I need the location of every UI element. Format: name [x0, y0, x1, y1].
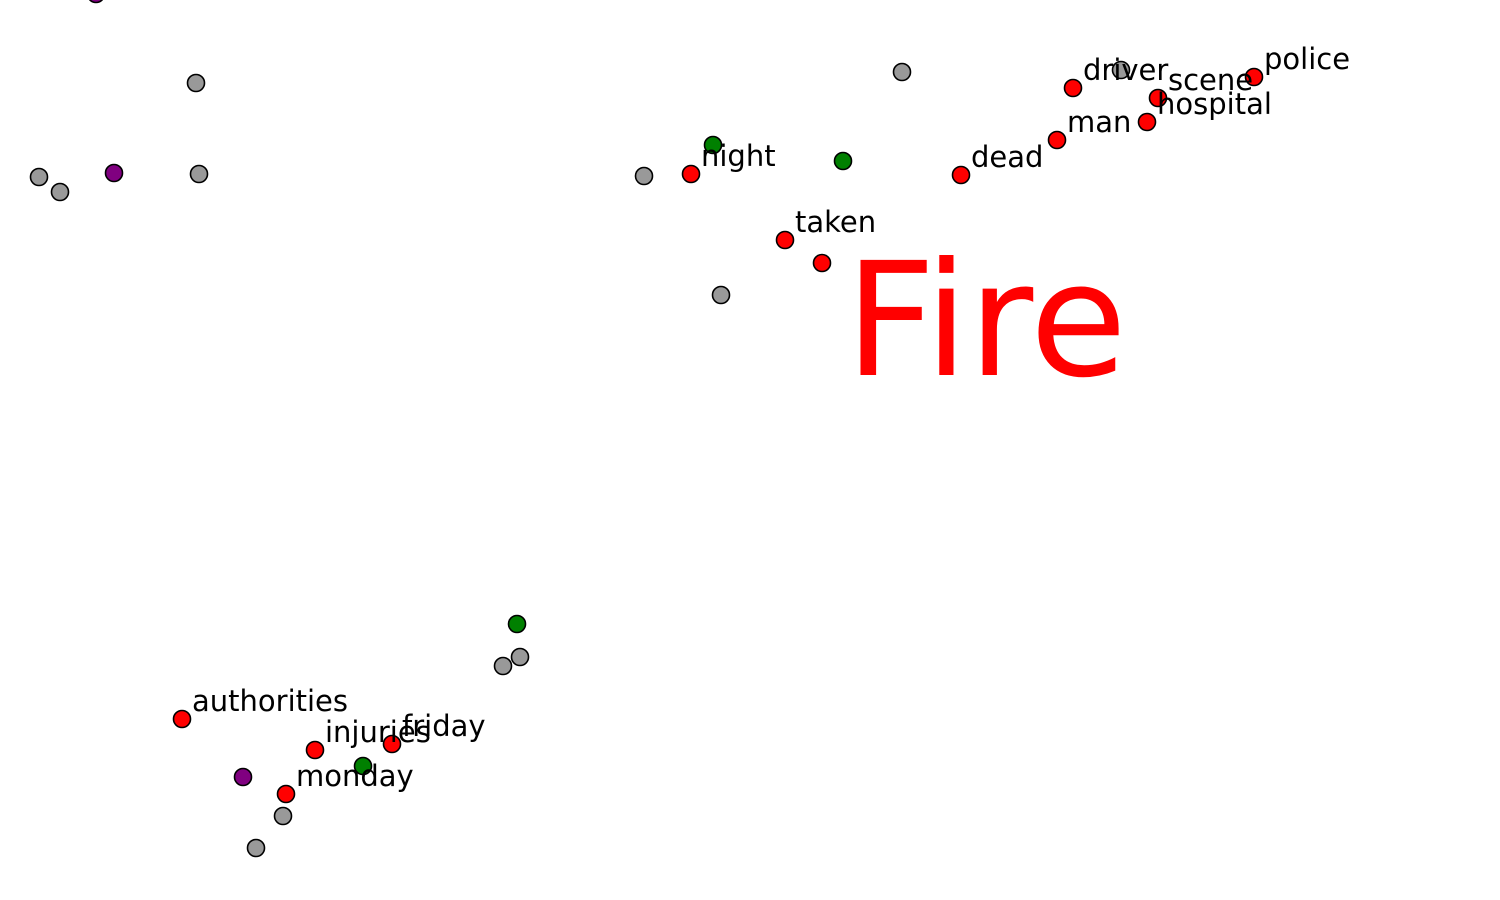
- point-gray-0: [186, 73, 206, 93]
- point-label-night: night: [701, 139, 776, 173]
- point-red-10: [305, 740, 325, 760]
- point-gray-5: [711, 285, 731, 305]
- point-red-1: [775, 230, 795, 250]
- point-label-man: man: [1067, 105, 1131, 139]
- point-label-friday: friday: [402, 709, 486, 743]
- point-gray-6: [892, 62, 912, 82]
- point-label-driver: driver: [1083, 53, 1168, 87]
- point-label-taken: taken: [795, 205, 876, 239]
- point-green-2: [507, 614, 527, 634]
- point-red-9: [172, 709, 192, 729]
- point-label-dead: dead: [971, 140, 1043, 174]
- point-gray-1: [29, 167, 49, 187]
- points-layer: [29, 0, 1264, 858]
- point-red-5: [1063, 78, 1083, 98]
- point-purple-0: [88, 0, 104, 4]
- point-gray-4: [634, 166, 654, 186]
- point-label-scene: scene: [1168, 63, 1253, 97]
- point-red-12: [276, 784, 296, 804]
- point-purple-1: [104, 163, 124, 183]
- point-gray-10: [273, 806, 293, 826]
- point-green-1: [833, 151, 853, 171]
- point-green-0: [703, 135, 723, 155]
- point-purple-2: [233, 767, 253, 787]
- point-red-2: [812, 253, 832, 273]
- point-gray-7: [1111, 60, 1131, 80]
- point-red-0: [681, 164, 701, 184]
- point-red-11: [382, 734, 402, 754]
- point-red-4: [1047, 130, 1067, 150]
- point-label-injuries: injuries: [325, 715, 431, 749]
- point-green-3: [353, 756, 373, 776]
- point-gray-8: [510, 647, 530, 667]
- chart-title: Fire: [845, 229, 1127, 413]
- point-gray-3: [189, 164, 209, 184]
- point-label-authorities: authorities: [192, 684, 348, 718]
- point-red-7: [1148, 88, 1168, 108]
- point-red-3: [951, 165, 971, 185]
- point-gray-11: [246, 838, 266, 858]
- point-gray-9: [493, 656, 513, 676]
- point-gray-2: [50, 182, 70, 202]
- point-label-monday: monday: [296, 759, 414, 793]
- point-label-police: police: [1264, 42, 1350, 76]
- point-red-6: [1137, 112, 1157, 132]
- point-label-hospital: hospital: [1157, 87, 1272, 121]
- point-red-8: [1244, 67, 1264, 87]
